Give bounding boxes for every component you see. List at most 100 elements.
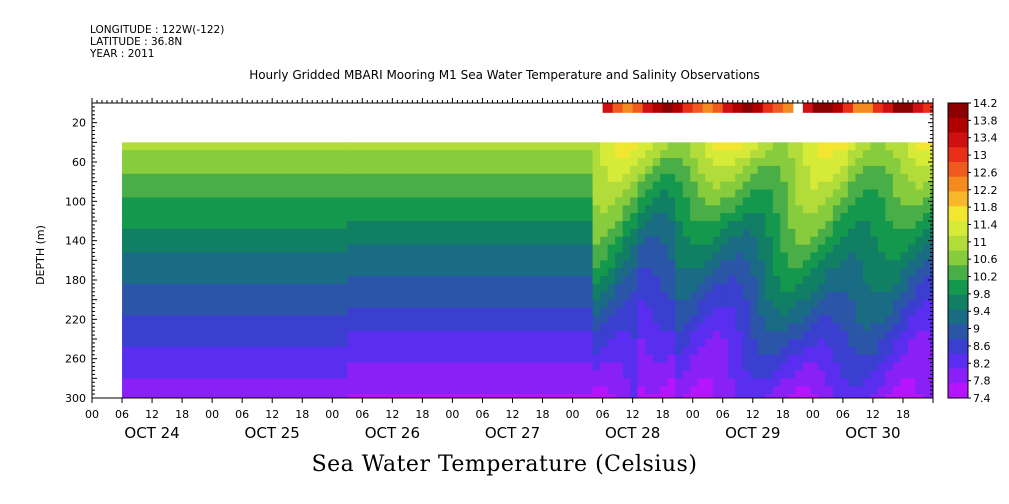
heat-cell [712, 189, 721, 198]
heat-cell [817, 260, 826, 269]
heat-cell [720, 228, 729, 238]
heat-cell [347, 260, 594, 269]
heat-cell [765, 150, 774, 159]
heat-cell [600, 181, 609, 191]
heat-cell [795, 244, 804, 254]
heat-cell [660, 150, 669, 159]
heat-cell [847, 173, 857, 183]
heat-cell [840, 236, 849, 246]
heat-cell [667, 386, 676, 395]
heat-cell [862, 307, 872, 316]
heat-cell [765, 299, 774, 309]
heat-cell [877, 315, 887, 324]
heat-cell [667, 283, 676, 293]
heat-cell [900, 158, 909, 167]
heat-cell [705, 150, 714, 159]
heat-cell [765, 158, 774, 167]
surface-cell [692, 103, 704, 113]
heat-cell [870, 205, 879, 214]
heat-cell [877, 370, 887, 379]
heat-cell [720, 142, 729, 151]
heat-cell [712, 378, 721, 387]
heat-cell [915, 252, 924, 261]
heat-cell [795, 205, 804, 214]
heat-cell [660, 197, 669, 206]
heat-cell [907, 346, 917, 356]
colorbar-label: 9 [973, 323, 980, 336]
heat-cell [772, 158, 781, 167]
heat-cell [817, 142, 826, 151]
heat-cell [607, 331, 616, 340]
heat-cell [637, 142, 646, 151]
heat-cell [645, 252, 654, 261]
heat-cell [712, 221, 721, 230]
heat-cell [832, 394, 841, 398]
heat-cell [795, 331, 804, 340]
heat-cell [757, 283, 766, 293]
heat-cell [637, 346, 646, 356]
heat-cell [772, 142, 781, 151]
heat-cell [615, 331, 624, 340]
heat-cell [877, 228, 887, 238]
heat-cell [705, 307, 714, 316]
heat-cell [347, 268, 594, 277]
heat-cell [915, 205, 924, 214]
heat-cell [862, 394, 872, 398]
heat-cell [615, 378, 624, 387]
heat-cell [615, 299, 624, 309]
heat-cell [802, 228, 811, 238]
heat-cell [915, 276, 924, 285]
heat-cell [772, 354, 781, 364]
heat-cell [832, 378, 841, 387]
heat-cell [712, 331, 721, 340]
heat-cell [622, 197, 631, 206]
heat-cell [652, 181, 661, 191]
heat-cell [742, 283, 751, 293]
heat-cell [817, 276, 826, 285]
heat-cell [705, 346, 714, 356]
heat-cell [630, 276, 639, 285]
heat-cell [705, 142, 714, 151]
heat-cell [607, 260, 616, 269]
heat-cell [592, 331, 601, 340]
heat-cell [795, 189, 804, 198]
heat-cell [705, 260, 714, 269]
surface-cell [652, 103, 664, 113]
heat-cell [637, 213, 646, 222]
heat-cell [795, 228, 804, 238]
heat-cell [622, 142, 631, 151]
heat-cell [622, 260, 631, 269]
heat-cell [817, 158, 826, 167]
heat-cell [667, 213, 676, 222]
heat-cell [772, 252, 781, 261]
heat-cell [122, 339, 348, 348]
heat-cell [795, 394, 804, 398]
heat-cell [615, 276, 624, 285]
heat-cell [645, 276, 654, 285]
heat-cell [772, 370, 781, 379]
heat-cell [840, 394, 849, 398]
heat-cell [122, 291, 348, 301]
heat-cell [870, 291, 879, 301]
heat-cell [645, 158, 654, 167]
heat-cell [847, 142, 857, 151]
heat-cell [855, 276, 864, 285]
heat-cell [870, 339, 879, 348]
heat-cell [772, 228, 781, 238]
heat-cell [660, 165, 669, 175]
heat-cell [915, 362, 924, 372]
heat-cell [675, 354, 684, 364]
heat-cell [735, 283, 744, 293]
heat-cell [877, 236, 887, 246]
heat-cell [832, 221, 841, 230]
heat-cell [810, 173, 819, 183]
heat-cell [840, 213, 849, 222]
heat-cell [772, 173, 781, 183]
heat-cell [817, 323, 826, 332]
colorbar-label: 7.8 [973, 375, 991, 388]
heat-cell [772, 268, 781, 277]
heat-cell [840, 173, 849, 183]
heat-cell [772, 339, 781, 348]
heat-cell [742, 346, 751, 356]
heat-cell [757, 260, 766, 269]
